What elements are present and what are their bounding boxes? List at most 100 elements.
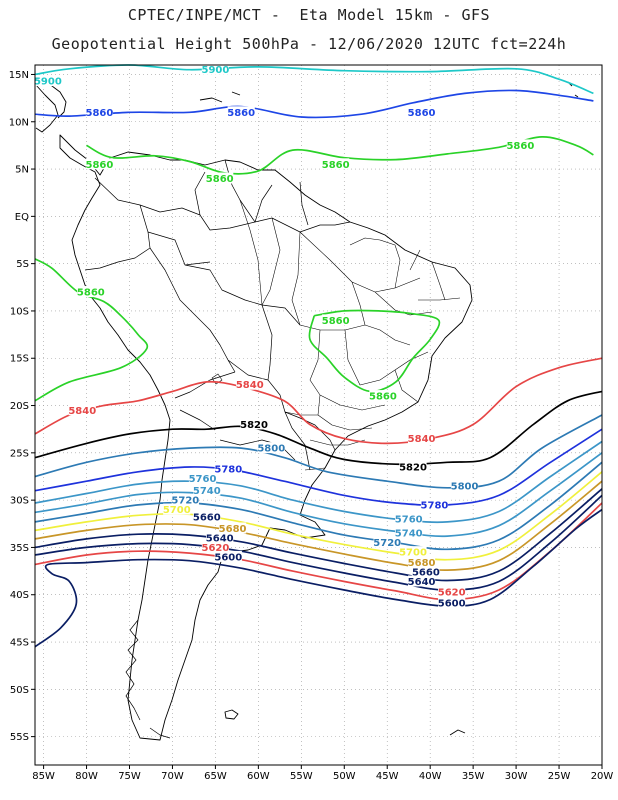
chile-fjords: [125, 619, 171, 739]
contour-label-5680: 5680: [408, 558, 436, 569]
contour-5820: [34, 390, 603, 466]
lat-lon-grid: [35, 65, 603, 765]
falkland-islands: [224, 709, 239, 720]
lon-tick-label: 25W: [548, 771, 571, 782]
lon-tick-label: 75W: [118, 771, 141, 782]
lat-tick-label: 55S: [10, 732, 29, 743]
contour-label-5840: 5840: [408, 434, 436, 445]
contour-label-5780: 5780: [421, 500, 449, 511]
contour-label-background: [85, 158, 114, 170]
contour-label-background: [257, 442, 285, 454]
contour-label-5860: 5860: [322, 316, 350, 327]
contour-label-background: [68, 404, 96, 416]
contour-label-5620: 5620: [201, 543, 229, 554]
contour-label-background: [395, 527, 423, 539]
contour-5660: [34, 488, 603, 582]
lat-tick-label: 50S: [10, 685, 29, 696]
contour-label-5860: 5860: [506, 141, 534, 152]
contour-label-5640: 5640: [408, 577, 436, 588]
contour-label-5760: 5760: [189, 474, 217, 485]
contour-label-background: [369, 390, 397, 402]
central-america-coastline: [35, 84, 59, 133]
contour-label-background: [395, 513, 423, 525]
contour-label-background: [214, 462, 242, 474]
contour-label-background: [240, 418, 268, 430]
lat-tick-label: 5S: [16, 259, 29, 270]
contour-label-5600: 5600: [438, 599, 466, 610]
lon-tick-label: 40W: [419, 771, 442, 782]
lon-tick-label: 80W: [75, 771, 98, 782]
contour-5860: [34, 258, 149, 402]
contour-label-background: [34, 75, 62, 87]
contour-label-background: [218, 522, 247, 534]
contour-label-background: [201, 541, 230, 553]
contour-label-5800: 5800: [451, 481, 479, 492]
contour-label-5840: 5840: [236, 380, 264, 391]
contour-label-background: [450, 479, 479, 491]
country-borders: [84, 159, 351, 471]
contour-label-background: [85, 106, 114, 118]
contour-label-5740: 5740: [395, 529, 423, 540]
contour-5700: [34, 471, 603, 561]
height-contours: [34, 64, 603, 648]
contour-label-background: [236, 378, 264, 390]
contour-label-5860: 5860: [206, 174, 234, 185]
contour-label-background: [506, 139, 534, 151]
contour-label-5860: 5860: [227, 108, 255, 119]
contour-label-5780: 5780: [214, 464, 242, 475]
lat-tick-label: 35S: [10, 543, 29, 554]
contour-label-background: [399, 546, 427, 558]
map-frame-border: [34, 64, 603, 766]
lon-tick-label: 70W: [161, 771, 184, 782]
contour-label-background: [193, 484, 221, 496]
lat-tick-label: 10N: [9, 117, 29, 128]
contour-label-background: [214, 550, 242, 562]
contour-5800: [34, 414, 603, 489]
lon-tick-label: 45W: [376, 771, 399, 782]
contour-label-background: [407, 106, 436, 118]
contour-label-5740: 5740: [193, 486, 221, 497]
contour-label-background: [206, 531, 234, 543]
contour-label-5700: 5700: [163, 505, 191, 516]
contour-5640: [34, 494, 603, 591]
lat-tick-label: 10S: [10, 306, 29, 317]
contour-label-5860: 5860: [408, 108, 436, 119]
contour-5720: [34, 461, 603, 551]
contour-label-5760: 5760: [395, 515, 423, 526]
contour-label-5620: 5620: [438, 587, 466, 598]
contour-label-background: [438, 585, 466, 597]
contour-label-5640: 5640: [206, 533, 234, 544]
contour-label-background: [201, 63, 230, 75]
contour-5740: [34, 452, 603, 538]
lat-tick-label: 15S: [10, 354, 29, 365]
contour-label-background: [438, 597, 466, 609]
map-title-line1: CPTEC/INPE/MCT - Eta Model 15km - GFS: [127, 6, 491, 24]
lat-tick-label: 40S: [10, 590, 29, 601]
contour-label-background: [373, 536, 401, 548]
contour-label-background: [412, 566, 440, 578]
contour-5860: [34, 89, 594, 119]
contour-5840: [34, 357, 603, 445]
contour-label-background: [407, 575, 436, 587]
contour-label-5820: 5820: [399, 463, 427, 474]
contour-label-5900: 5900: [34, 77, 62, 88]
contour-label-5720: 5720: [373, 538, 401, 549]
contour-label-background: [77, 286, 105, 298]
contour-label-background: [163, 503, 191, 515]
lat-tick-label: 25S: [10, 448, 29, 459]
lon-tick-label: 20W: [591, 771, 614, 782]
lat-tick-label: 45S: [10, 638, 29, 649]
lon-tick-label: 55W: [290, 771, 313, 782]
map-title-line2: Geopotential Height 500hPa - 12/06/2020 …: [51, 35, 567, 53]
contour-label-5860: 5860: [86, 108, 114, 119]
contour-5620: [34, 502, 603, 601]
contour-label-background: [407, 556, 436, 568]
south-georgia-island: [449, 729, 466, 736]
lat-tick-label: 20S: [10, 401, 29, 412]
contour-label-5820: 5820: [240, 420, 268, 431]
contour-label-5860: 5860: [77, 288, 105, 299]
lon-tick-label: 85W: [32, 771, 55, 782]
lat-tick-label: 30S: [10, 496, 29, 507]
contour-label-background: [227, 106, 255, 118]
